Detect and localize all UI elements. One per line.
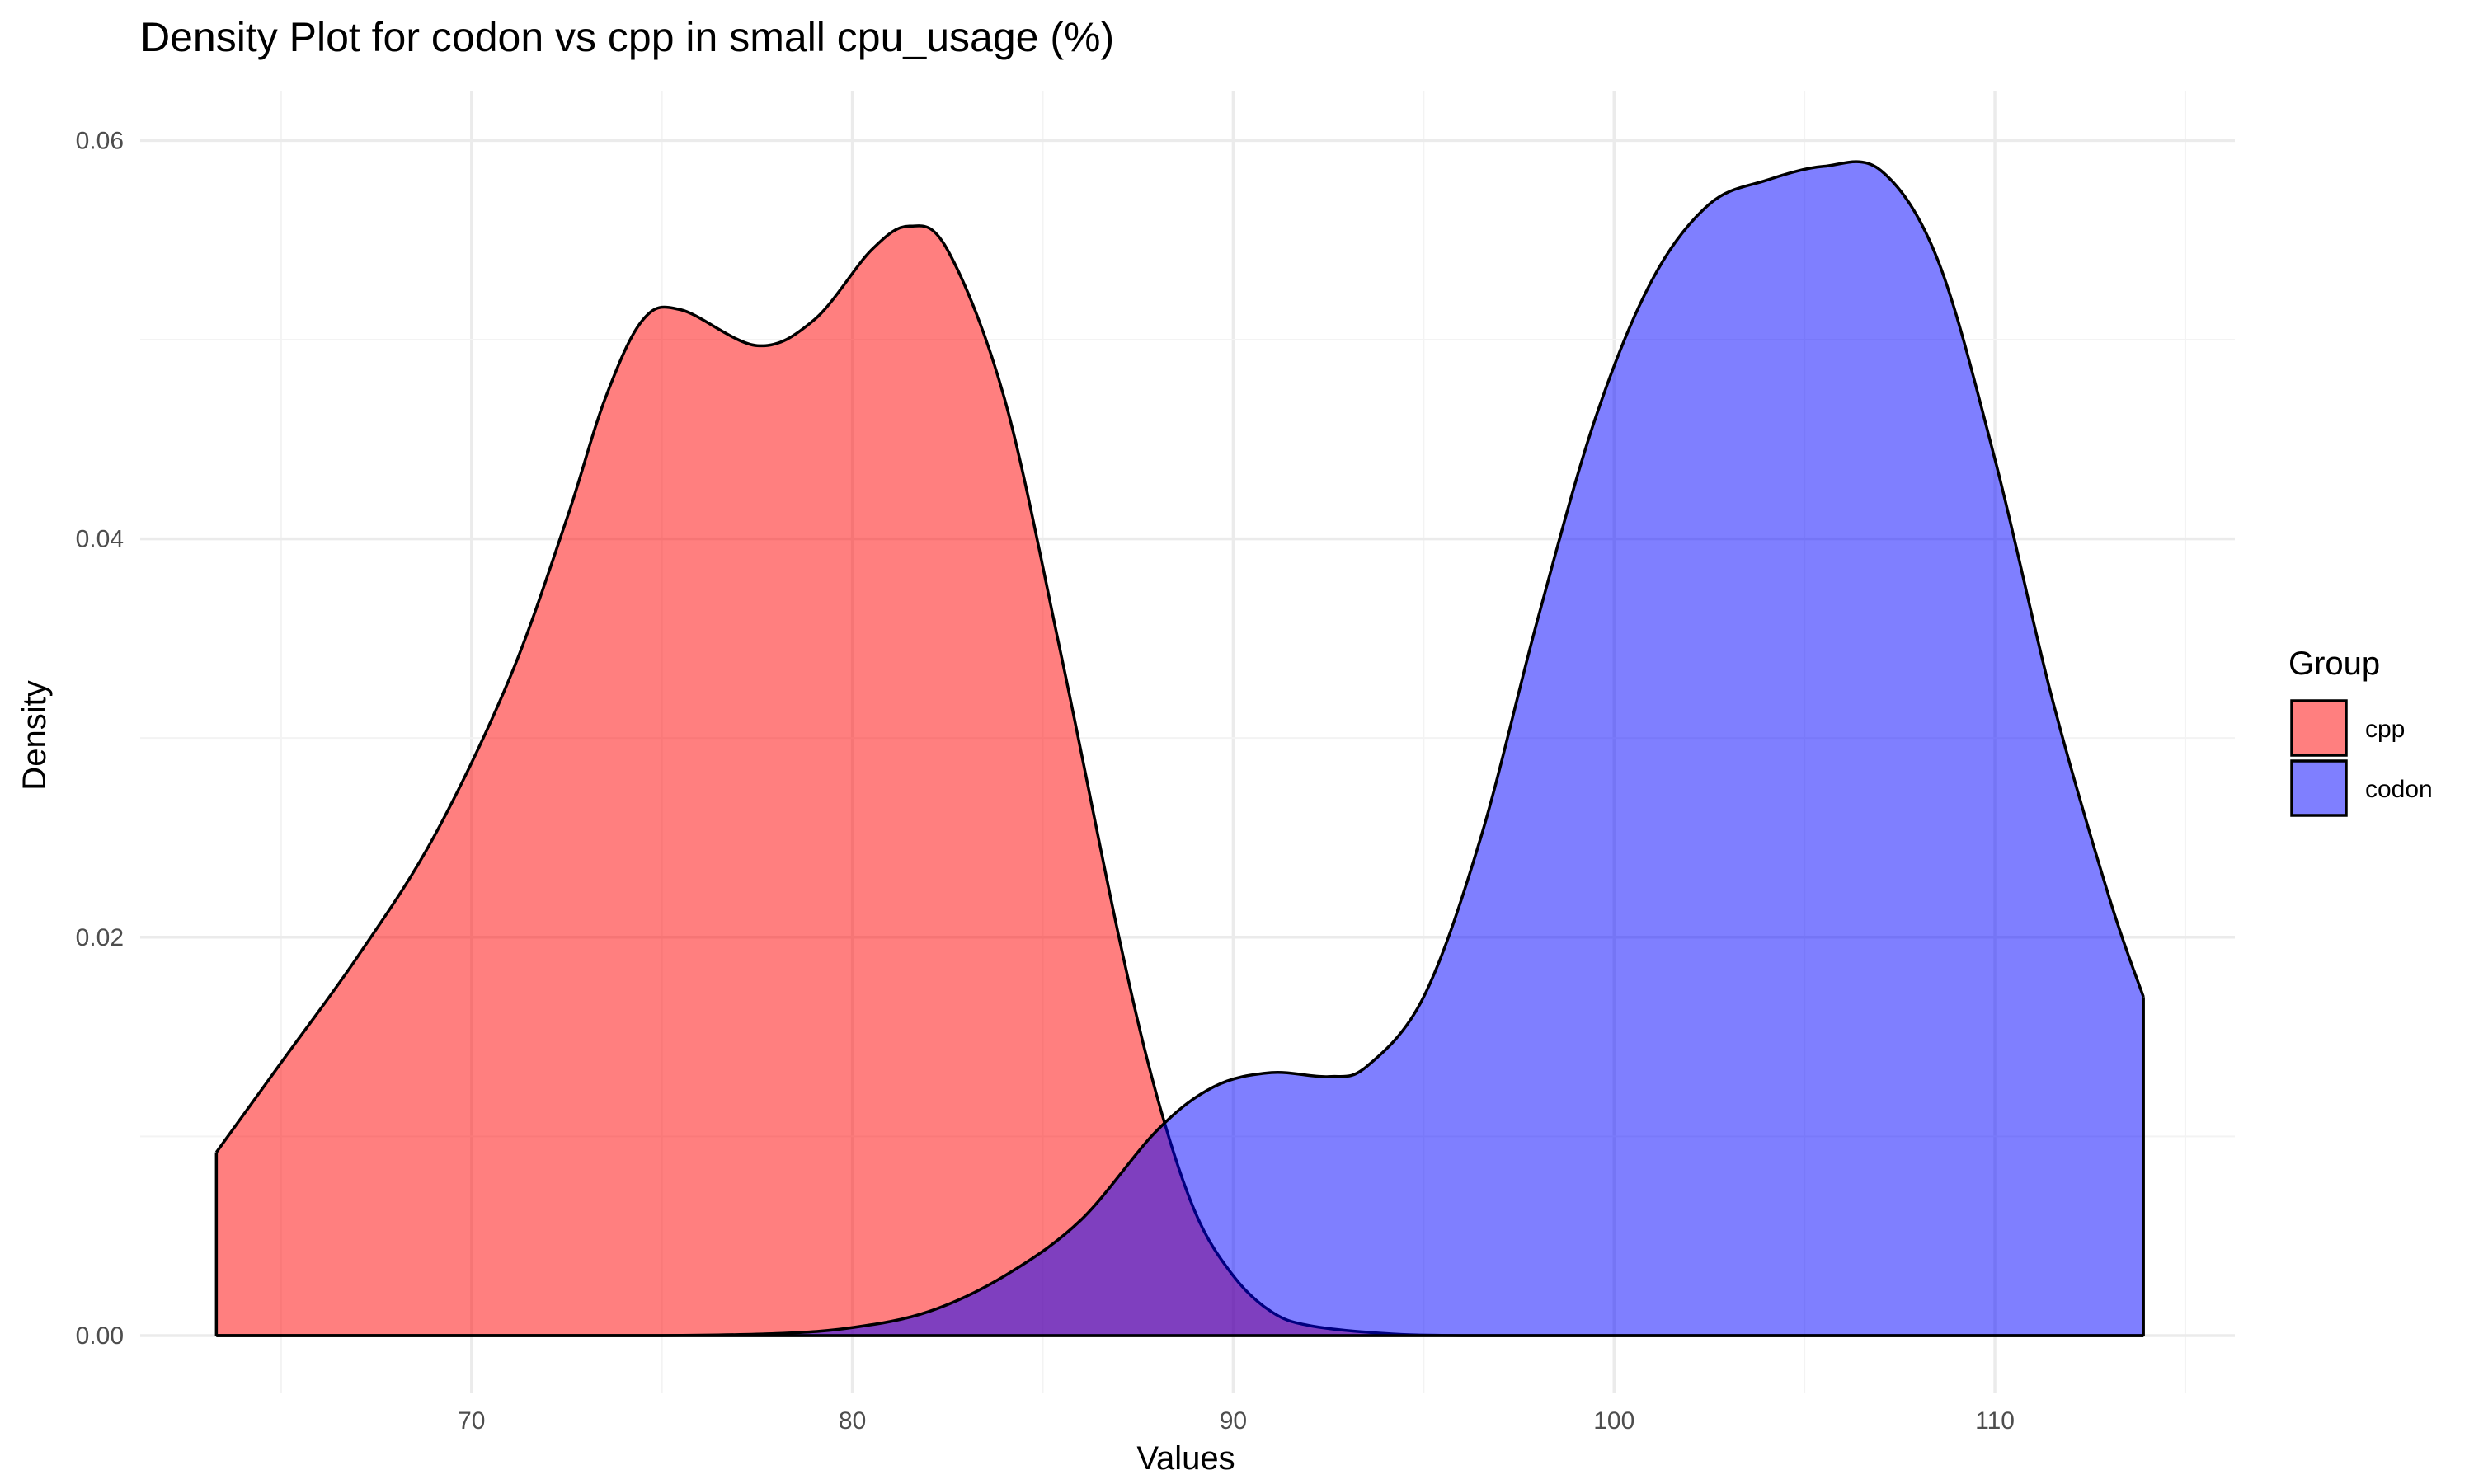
x-tick-label: 80 — [839, 1407, 866, 1435]
x-axis-title: Values — [1136, 1440, 1235, 1477]
legend-title: Group — [2288, 646, 2380, 682]
y-tick-label: 0.04 — [76, 526, 124, 553]
x-tick-label: 70 — [458, 1407, 485, 1435]
legend-key-codon — [2290, 759, 2348, 817]
chart-title: Density Plot for codon vs cpp in small c… — [140, 14, 1114, 60]
x-tick-label: 90 — [1220, 1407, 1247, 1435]
y-axis-title: Density — [16, 680, 53, 790]
density-curve-codon — [216, 160, 2145, 1337]
x-tick-label: 110 — [1975, 1407, 2015, 1435]
y-tick-label: 0.02 — [76, 924, 124, 951]
density-areas — [214, 160, 2145, 1337]
density-area-codon — [216, 162, 2144, 1336]
x-tick-label: 100 — [1593, 1407, 1634, 1435]
y-tick-label: 0.00 — [76, 1322, 124, 1350]
x-tick-labels: 70 80 90 100 110 — [458, 1407, 2015, 1435]
density-area-cpp — [216, 225, 2144, 1336]
y-tick-label: 0.06 — [76, 127, 124, 154]
legend-entries: cpp codon — [2290, 699, 2433, 817]
legend-label-cpp: cpp — [2365, 716, 2405, 743]
legend: Group cpp codon — [2288, 646, 2433, 817]
legend-key-cpp — [2290, 699, 2348, 757]
legend-label-codon: codon — [2365, 776, 2433, 803]
y-tick-labels: 0.00 0.02 0.04 0.06 — [76, 127, 124, 1350]
